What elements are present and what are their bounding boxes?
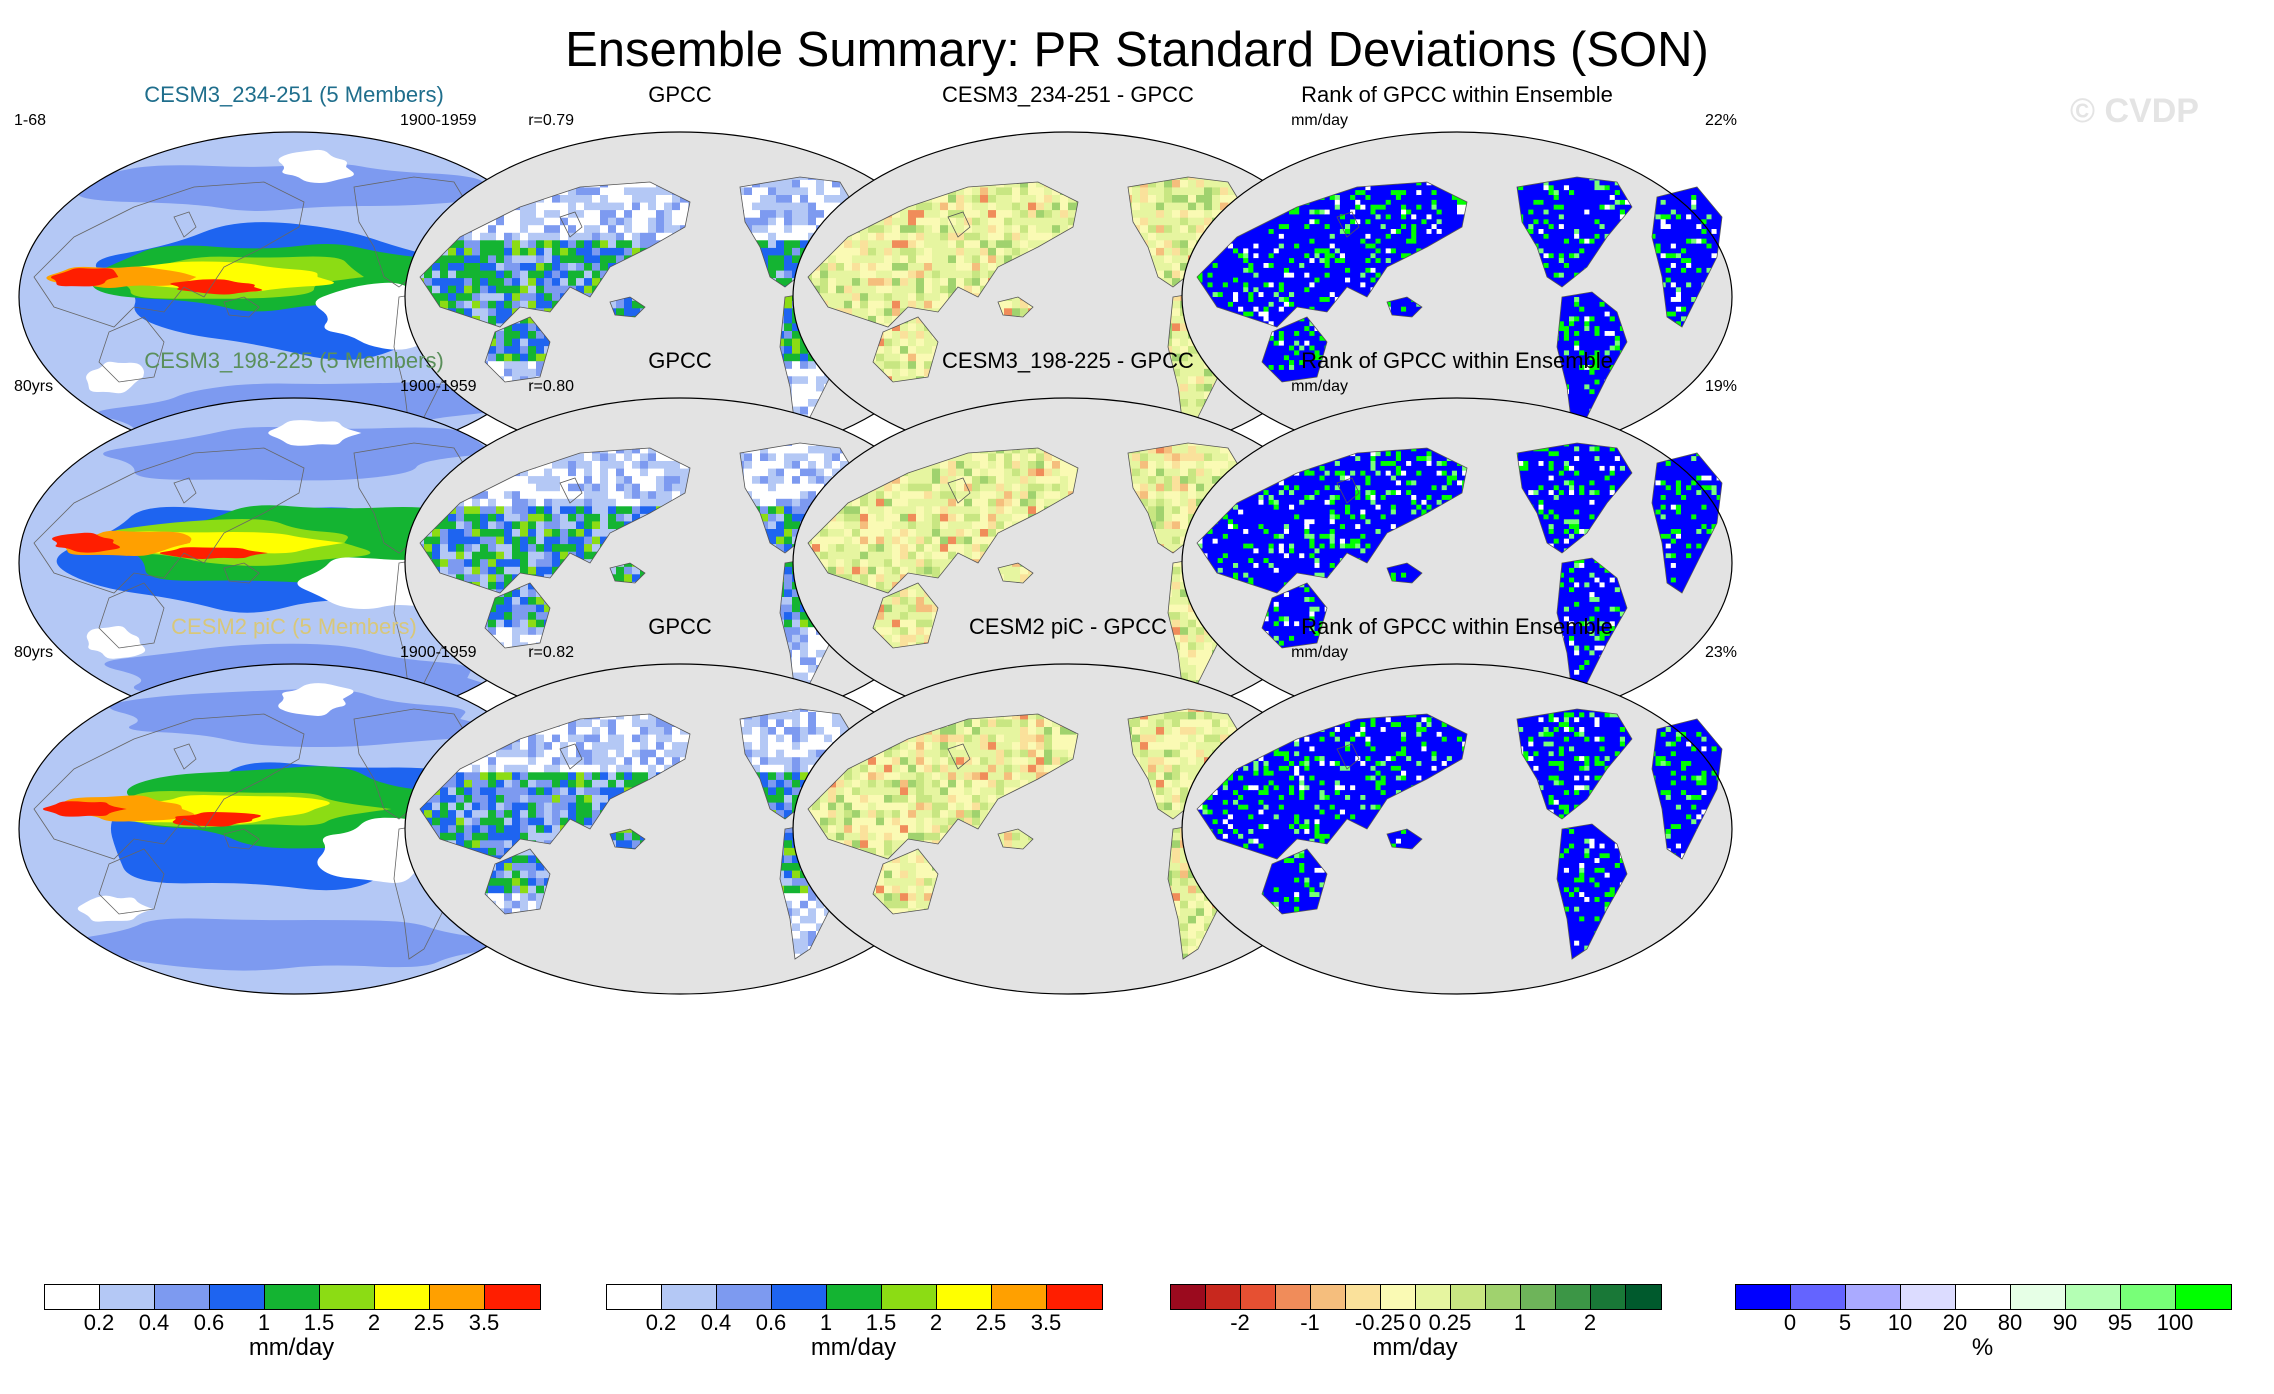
colorbar-tick-label: 0.6 (194, 1310, 225, 1336)
colorbar-swatch (485, 1285, 540, 1309)
colorbar-swatch (2066, 1285, 2121, 1309)
colorbar-swatch (1346, 1285, 1381, 1309)
panel-title: Rank of GPCC within Ensemble (1177, 82, 1737, 108)
panel-title: Rank of GPCC within Ensemble (1177, 348, 1737, 374)
colorbar-swatch (1591, 1285, 1626, 1309)
colorbar-swatch (1901, 1285, 1956, 1309)
colorbar-swatch (265, 1285, 320, 1309)
colorbar-swatch (1846, 1285, 1901, 1309)
colorbar-tick-label: 1 (258, 1310, 270, 1336)
colorbar-swatch (1416, 1285, 1451, 1309)
colorbar-tick-label: 90 (2053, 1310, 2077, 1336)
colorbar-tick-label: 20 (1943, 1310, 1967, 1336)
colorbar-swatch (1381, 1285, 1416, 1309)
colorbar-swatch (2121, 1285, 2176, 1309)
colorbar-tick-label: 0 (1784, 1310, 1796, 1336)
colorbar-tick-label: 5 (1839, 1310, 1851, 1336)
colorbar-swatch (1276, 1285, 1311, 1309)
cvdp-watermark: © CVDP (2070, 92, 2199, 131)
colorbar-swatch (882, 1285, 937, 1309)
colorbar-tick-label: 1.5 (304, 1310, 335, 1336)
colorbar-tick-label: 80 (1998, 1310, 2022, 1336)
colorbar-tick-label: 0.4 (139, 1310, 170, 1336)
colorbar-unit-label: % (1735, 1334, 2230, 1362)
rank-map (1177, 659, 1737, 999)
colorbar-swatch (937, 1285, 992, 1309)
colorbar-tick-label: 2.5 (976, 1310, 1007, 1336)
colorbar-swatch (662, 1285, 717, 1309)
colorbar-swatch (1206, 1285, 1241, 1309)
colorbar-swatch (375, 1285, 430, 1309)
colorbar-swatch (1451, 1285, 1486, 1309)
colorbar-tick-label: 0 (1409, 1310, 1421, 1336)
colorbar-tick-label: 1 (820, 1310, 832, 1336)
colorbar-tick-label: 10 (1888, 1310, 1912, 1336)
colorbar-tick-label: 1 (1514, 1310, 1526, 1336)
colorbar-tick-label: 95 (2108, 1310, 2132, 1336)
colorbar-unit-label: mm/day (44, 1334, 539, 1362)
panel-title: Rank of GPCC within Ensemble (1177, 614, 1737, 640)
colorbar-swatch (320, 1285, 375, 1309)
colorbar-swatch (1956, 1285, 2011, 1309)
colorbar-swatch (1521, 1285, 1556, 1309)
colorbar-swatch (1241, 1285, 1276, 1309)
colorbar-swatch (210, 1285, 265, 1309)
colorbar-unit-label: mm/day (606, 1334, 1101, 1362)
colorbar-tick-label: 0.2 (646, 1310, 677, 1336)
colorbar-tick-label: 0.2 (84, 1310, 115, 1336)
colorbar-tick-label: -0.25 (1355, 1310, 1405, 1336)
colorbar-swatch (155, 1285, 210, 1309)
colorbar-swatch (430, 1285, 485, 1309)
colorbar-swatch (1556, 1285, 1591, 1309)
colorbar-swatch (1171, 1285, 1206, 1309)
colorbar-tick-label: 0.25 (1429, 1310, 1472, 1336)
colorbar-swatch (992, 1285, 1047, 1309)
colorbar-swatch (717, 1285, 772, 1309)
figure-title: Ensemble Summary: PR Standard Deviations… (0, 22, 2274, 78)
colorbar-swatch (100, 1285, 155, 1309)
colorbar-tick-label: 3.5 (1031, 1310, 1062, 1336)
colorbar-swatch (1736, 1285, 1791, 1309)
colorbar-tick-label: 2 (930, 1310, 942, 1336)
colorbar-tick-label: -2 (1230, 1310, 1250, 1336)
colorbar-tick-label: 2.5 (414, 1310, 445, 1336)
colorbar-tick-label: 3.5 (469, 1310, 500, 1336)
colorbar-swatch (2176, 1285, 2231, 1309)
colorbar-swatch (607, 1285, 662, 1309)
colorbar-swatch (1311, 1285, 1346, 1309)
colorbar-swatch (2011, 1285, 2066, 1309)
colorbar-tick-label: 100 (2157, 1310, 2194, 1336)
colorbar-swatch (772, 1285, 827, 1309)
colorbar-unit-label: mm/day (1170, 1334, 1660, 1362)
colorbar-swatch (1047, 1285, 1102, 1309)
colorbar-tick-label: 0.4 (701, 1310, 732, 1336)
colorbar-swatch (827, 1285, 882, 1309)
colorbar-swatch (1791, 1285, 1846, 1309)
colorbar-tick-label: 1.5 (866, 1310, 897, 1336)
colorbar-tick-label: 2 (1584, 1310, 1596, 1336)
colorbar-swatch (1486, 1285, 1521, 1309)
colorbar-tick-label: 2 (368, 1310, 380, 1336)
colorbar-tick-label: 0.6 (756, 1310, 787, 1336)
rank-colorbar: 0 5 10 20 80 90 95 100% (1735, 1284, 2235, 1394)
colorbar-tick-label: -1 (1300, 1310, 1320, 1336)
colorbar-swatch (45, 1285, 100, 1309)
colorbar-swatch (1626, 1285, 1661, 1309)
